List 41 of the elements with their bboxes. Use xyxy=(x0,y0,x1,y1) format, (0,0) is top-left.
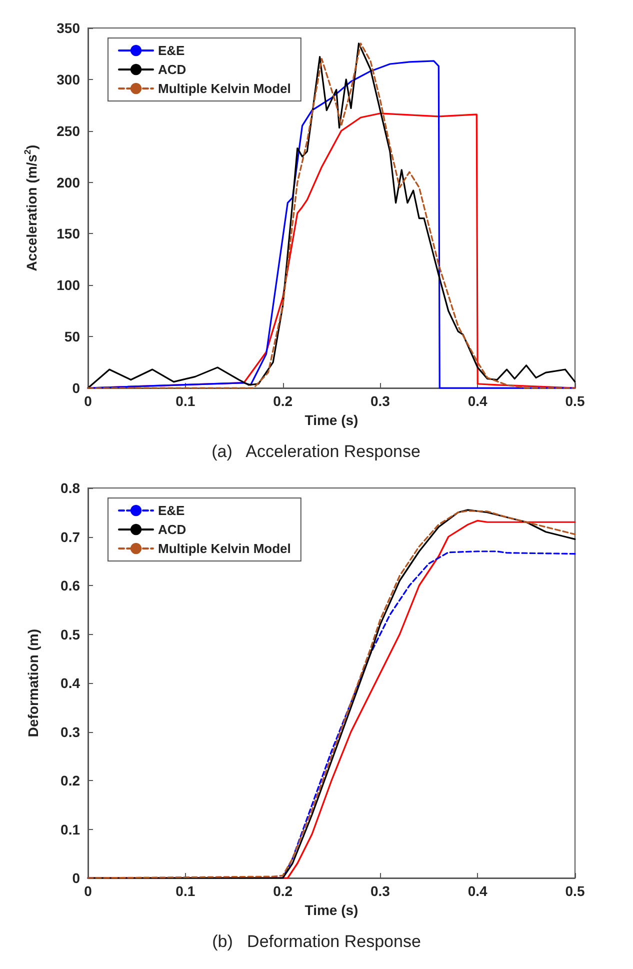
x-axis-title: Time (s) xyxy=(304,412,358,428)
y-tick-label: 0.2 xyxy=(60,772,80,788)
y-tick-label: 100 xyxy=(56,277,80,294)
y-tick-label: 0.3 xyxy=(60,724,80,740)
legend-label: E&E xyxy=(158,503,186,518)
y-tick-label: 0.5 xyxy=(60,626,80,642)
x-tick-label: 0 xyxy=(84,883,92,899)
legend-label: ACD xyxy=(158,62,186,77)
x-tick-label: 0.3 xyxy=(370,393,390,409)
x-tick-label: 0 xyxy=(84,393,92,409)
x-tick-label: 0.2 xyxy=(273,393,293,409)
x-tick-label: 0.4 xyxy=(468,883,488,899)
x-axis-title: Time (s) xyxy=(304,902,358,918)
y-tick-label: 350 xyxy=(56,20,80,36)
x-tick-label: 0.3 xyxy=(370,883,390,899)
y-tick-label: 0 xyxy=(72,870,80,886)
text: (a) Acceleration Response xyxy=(212,442,420,461)
y-tick-label: 0 xyxy=(72,380,80,396)
y-tick-label: 0.1 xyxy=(60,821,80,838)
y-axis-title: Acceleration (m/s2) xyxy=(22,144,40,272)
x-tick-label: 0.1 xyxy=(176,883,196,899)
y-tick-label: 300 xyxy=(56,71,80,88)
x-tick-label: 0.1 xyxy=(176,393,196,409)
y-tick-label: 0.8 xyxy=(60,480,80,496)
y-axis-title: Deformation (m) xyxy=(25,628,41,738)
legend-label: ACD xyxy=(158,522,186,537)
y-tick-label: 0.7 xyxy=(60,528,80,545)
legend-label: Multiple Kelvin Model xyxy=(158,541,291,556)
x-tick-label: 0.4 xyxy=(468,393,488,409)
y-tick-label: 0.6 xyxy=(60,578,80,594)
y-tick-label: 50 xyxy=(64,328,80,345)
y-tick-label: 250 xyxy=(56,122,80,139)
x-tick-label: 0.5 xyxy=(565,883,585,899)
y-tick-label: 200 xyxy=(56,174,80,190)
legend-label: Multiple Kelvin Model xyxy=(158,81,291,96)
legend-label: E&E xyxy=(158,43,186,58)
text: (b) Deformation Response xyxy=(212,932,421,951)
x-tick-label: 0.5 xyxy=(565,393,585,409)
y-tick-label: 150 xyxy=(56,226,80,242)
x-tick-label: 0.2 xyxy=(273,883,293,899)
y-tick-label: 0.4 xyxy=(60,675,80,691)
